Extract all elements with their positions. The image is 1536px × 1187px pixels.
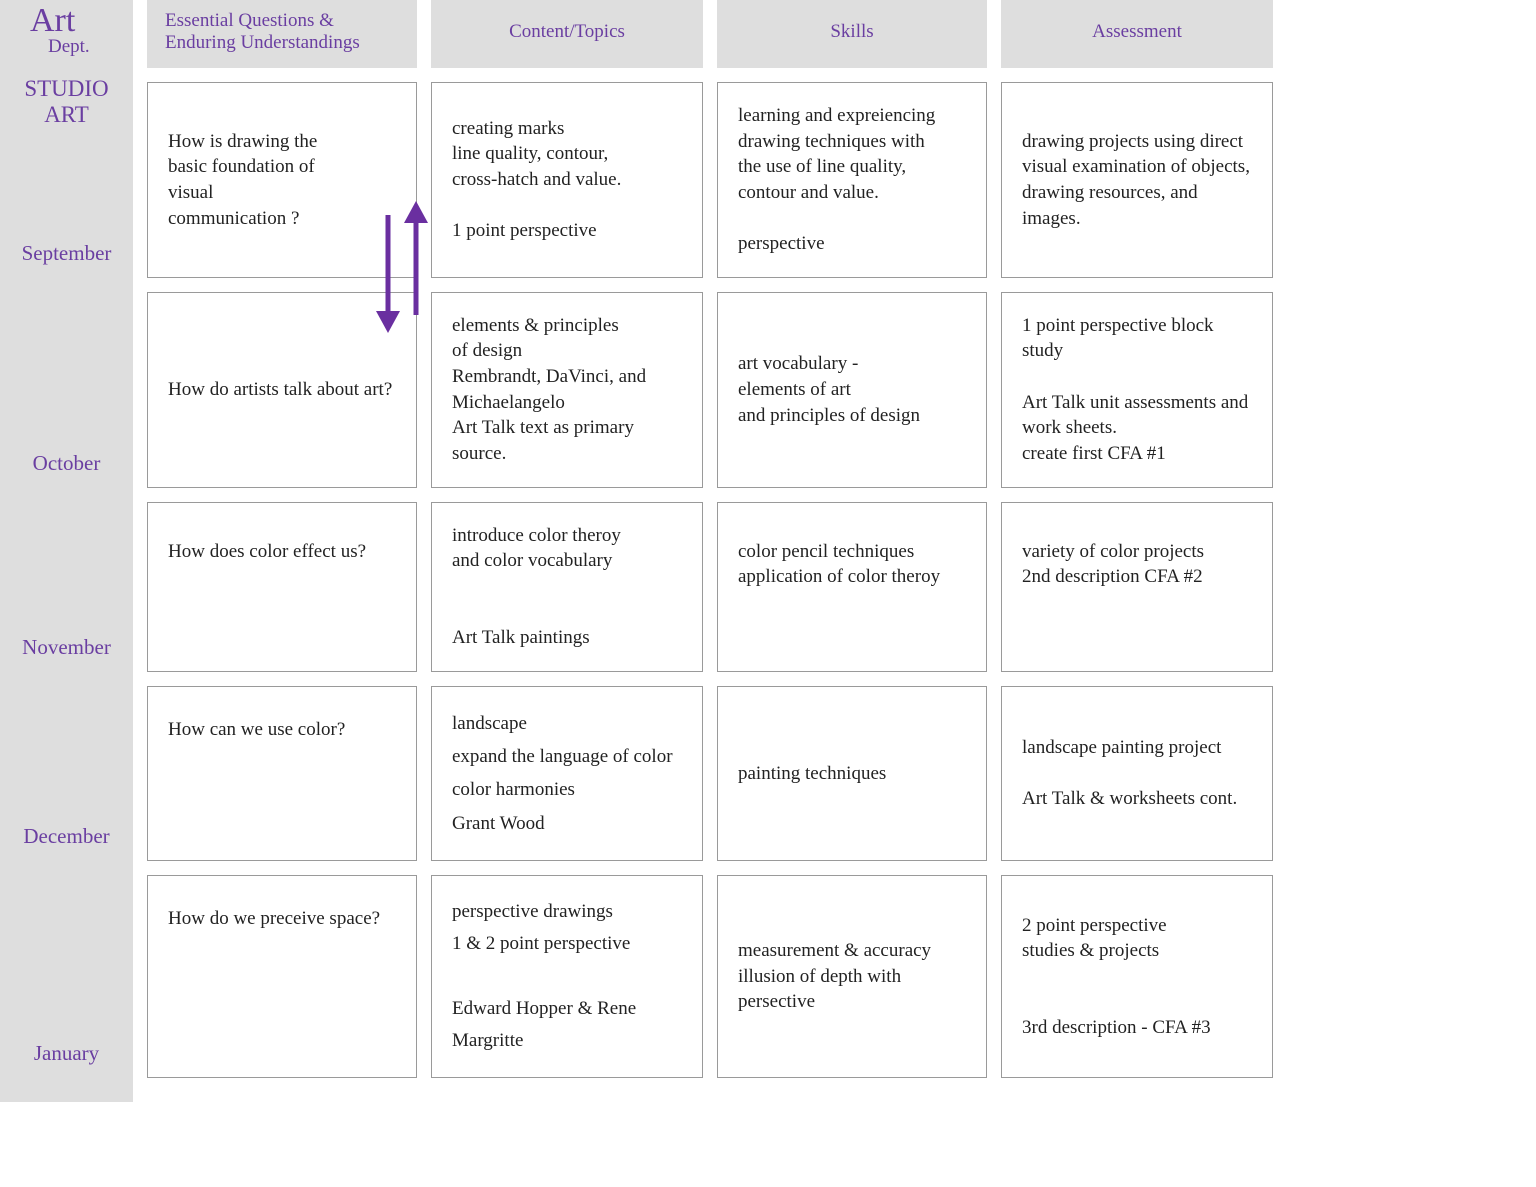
eq-cell-sep: How is drawing the basic foundation of v… (147, 82, 417, 278)
eq-text: How is drawing the basic foundation of v… (168, 129, 396, 232)
dept-title: Art (30, 4, 133, 38)
content-cell-jan: perspective drawings 1 & 2 point perspec… (431, 875, 703, 1078)
assessment-cell-dec: landscape painting project Art Talk & wo… (1001, 686, 1273, 861)
eq-text: How can we use color? (168, 717, 396, 743)
content-cell-nov: introduce color theroy and color vocabul… (431, 502, 703, 672)
eq-cell-dec: How can we use color? (147, 686, 417, 861)
eq-text: How does color effect us? (168, 539, 396, 565)
skills-cell-nov: color pencil techniques application of c… (717, 502, 987, 672)
eq-cell-jan: How do we preceive space? (147, 875, 417, 1078)
col-header-eq: Essential Questions & Enduring Understan… (147, 0, 417, 68)
skills-cell-dec: painting techniques (717, 686, 987, 861)
eq-text: How do we preceive space? (168, 906, 396, 932)
sidebar-september: STUDIO ART September (0, 68, 133, 278)
sidebar-october: October (0, 278, 133, 488)
eq-cell-oct: How do artists talk about art? (147, 292, 417, 488)
sidebar-december: December (0, 672, 133, 861)
assessment-cell-sep: drawing projects using direct visual exa… (1001, 82, 1273, 278)
col-header-assessment: Assessment (1001, 0, 1273, 68)
skills-cell-sep: learning and expreiencing drawing techni… (717, 82, 987, 278)
eq-text: How do artists talk about art? (168, 377, 396, 403)
sidebar-november: November (0, 488, 133, 672)
assessment-cell-nov: variety of color projects 2nd descriptio… (1001, 502, 1273, 672)
skills-cell-oct: art vocabulary - elements of art and pri… (717, 292, 987, 488)
assessment-cell-oct: 1 point perspective block study Art Talk… (1001, 292, 1273, 488)
col-header-skills: Skills (717, 0, 987, 68)
eq-cell-nov: How does color effect us? (147, 502, 417, 672)
dept-subtitle: Dept. (30, 36, 133, 58)
col-header-content: Content/Topics (431, 0, 703, 68)
curriculum-map: Art Dept. Essential Questions & Enduring… (0, 0, 1536, 1102)
assessment-cell-jan: 2 point perspective studies & projects 3… (1001, 875, 1273, 1078)
sidebar-trailing (0, 1078, 133, 1102)
sidebar-january: January (0, 861, 133, 1078)
skills-cell-jan: measurement & accuracy illusion of depth… (717, 875, 987, 1078)
content-cell-dec: landscape expand the language of color c… (431, 686, 703, 861)
content-cell-sep: creating marks line quality, contour, cr… (431, 82, 703, 278)
dept-header: Art Dept. (0, 0, 133, 68)
content-cell-oct: elements & principles of design Rembrand… (431, 292, 703, 488)
